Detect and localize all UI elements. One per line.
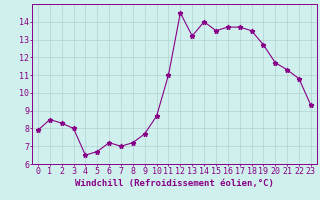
X-axis label: Windchill (Refroidissement éolien,°C): Windchill (Refroidissement éolien,°C): [75, 179, 274, 188]
